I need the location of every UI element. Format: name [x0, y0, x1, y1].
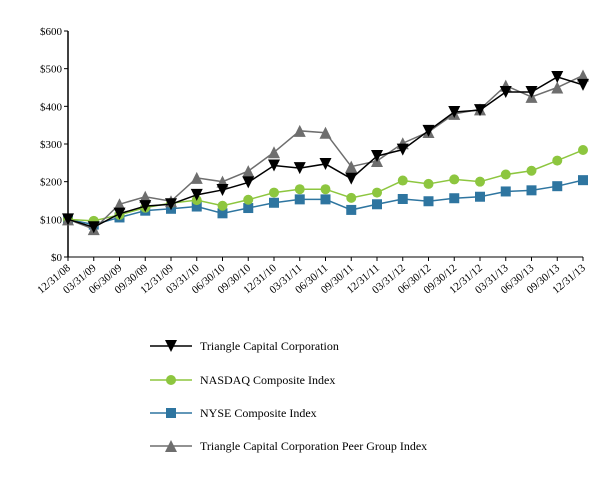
data-point: [372, 187, 382, 198]
data-point: [319, 126, 332, 139]
data-point: [87, 221, 100, 234]
data-point: [423, 196, 434, 207]
data-point: [500, 169, 511, 180]
series-0: [62, 70, 589, 234]
data-point: [422, 124, 435, 137]
y-tick-label: $200: [40, 177, 63, 189]
legend-item: NASDAQ Composite Index: [150, 373, 335, 387]
y-tick-label: $600: [40, 26, 63, 38]
legend: Triangle Capital Corporation NASDAQ Compo…: [150, 339, 427, 453]
y-tick-label: $100: [40, 214, 63, 226]
y-tick-label: $0: [51, 252, 63, 264]
data-point: [113, 207, 126, 220]
data-point: [191, 201, 202, 212]
plot-series: [62, 69, 589, 236]
data-point: [294, 184, 305, 195]
data-point: [552, 155, 563, 166]
data-point: [293, 124, 306, 137]
data-point: [139, 190, 152, 203]
data-point: [499, 86, 512, 99]
data-point: [294, 194, 305, 205]
y-axis: $0 $100 $200 $300 $400 $500 $600: [40, 26, 69, 264]
data-point: [269, 187, 279, 198]
y-tick-label: $300: [40, 139, 63, 151]
data-point: [217, 208, 228, 219]
data-point: [165, 198, 177, 211]
data-point: [319, 157, 332, 170]
data-point: [397, 193, 408, 204]
data-point: [448, 105, 461, 118]
data-point: [474, 104, 486, 117]
legend-item: Triangle Capital Corporation: [150, 339, 339, 353]
data-point: [242, 165, 255, 178]
legend-marker: [166, 375, 176, 385]
data-point: [475, 176, 485, 187]
data-point: [397, 175, 408, 186]
legend-item: NYSE Composite Index: [150, 406, 317, 420]
data-point: [577, 78, 589, 91]
data-point: [396, 143, 409, 156]
data-point: [551, 81, 564, 94]
data-point: [293, 162, 306, 175]
data-point: [449, 174, 460, 185]
data-point: [243, 194, 254, 205]
data-point: [345, 172, 358, 185]
data-point: [113, 198, 126, 211]
data-point: [371, 150, 383, 163]
data-point: [475, 191, 485, 202]
x-axis: 12/31/0803/31/0906/30/0909/30/0912/31/09…: [35, 256, 588, 296]
data-point: [423, 178, 434, 189]
legend-label: Triangle Capital Corporation Peer Group …: [200, 439, 427, 453]
legend-label: NYSE Composite Index: [200, 406, 317, 420]
data-point: [577, 69, 589, 82]
legend-marker: [165, 440, 177, 452]
data-point: [242, 176, 255, 189]
y-tick-label: $400: [40, 101, 63, 113]
data-point: [190, 171, 203, 184]
data-point: [345, 160, 358, 173]
data-point: [62, 213, 74, 226]
data-point: [190, 188, 203, 201]
data-point: [217, 200, 228, 211]
data-point: [216, 183, 229, 196]
data-point: [500, 186, 511, 197]
legend-item: Triangle Capital Corporation Peer Group …: [150, 439, 427, 453]
data-point: [139, 200, 152, 213]
data-point: [346, 204, 357, 215]
legend-marker: [166, 408, 176, 418]
data-point: [449, 193, 460, 204]
legend-marker: [165, 340, 177, 352]
data-point: [526, 185, 537, 196]
data-point: [346, 192, 357, 203]
data-point: [268, 146, 280, 159]
data-point: [578, 175, 588, 186]
data-point: [268, 159, 280, 172]
data-point: [525, 86, 538, 99]
data-point: [320, 194, 331, 205]
data-point: [372, 199, 382, 210]
legend-label: NASDAQ Composite Index: [200, 373, 335, 387]
data-point: [320, 184, 331, 195]
data-point: [269, 197, 279, 208]
data-point: [578, 145, 588, 156]
data-point: [552, 181, 563, 192]
legend-label: Triangle Capital Corporation: [200, 339, 339, 353]
data-point: [526, 165, 537, 176]
y-tick-label: $500: [40, 64, 63, 76]
data-point: [243, 203, 254, 214]
data-point: [551, 70, 564, 83]
